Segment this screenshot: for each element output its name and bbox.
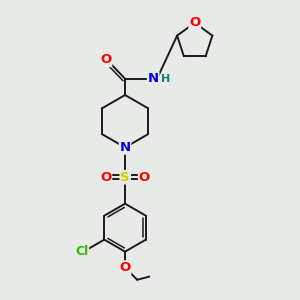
Text: N: N (148, 72, 159, 85)
Text: O: O (139, 171, 150, 184)
Text: N: N (119, 141, 130, 154)
Text: O: O (189, 16, 200, 29)
Text: O: O (100, 171, 112, 184)
Text: O: O (100, 53, 112, 66)
Text: S: S (120, 171, 130, 184)
Text: H: H (161, 74, 171, 84)
Text: O: O (119, 261, 131, 274)
Text: Cl: Cl (75, 245, 88, 258)
